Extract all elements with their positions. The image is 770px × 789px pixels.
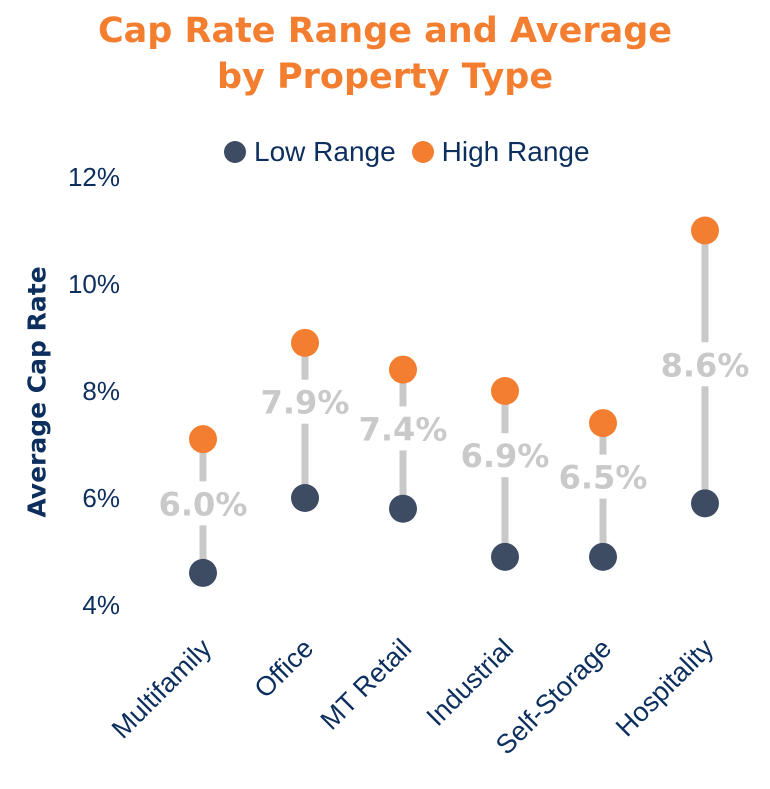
x-tick-label: Multifamily <box>106 633 218 745</box>
legend-label-low-range: Low Range <box>254 136 396 167</box>
label-backing <box>257 379 353 424</box>
high-range-point <box>691 216 719 245</box>
high-range-point <box>491 377 519 405</box>
low-range-point <box>589 542 617 571</box>
low-range-point <box>491 542 519 571</box>
label-backing <box>457 433 553 478</box>
high-range-point <box>189 425 217 454</box>
legend-item-high-range: High Range <box>411 136 590 168</box>
chart-title-line-2: by Property Type <box>216 57 554 97</box>
low-range-point <box>291 484 319 512</box>
label-backing <box>155 481 251 526</box>
average-data-label: 6.9% <box>461 437 550 475</box>
high-range-point <box>291 328 319 357</box>
chart-title-line-1: Cap Rate Range and Average <box>97 11 673 51</box>
low-range-point <box>691 489 719 518</box>
label-backing <box>355 406 451 451</box>
legend-marker-low-range <box>224 141 246 163</box>
high-range-point <box>589 409 617 438</box>
chart-legend: Low Range High Range <box>224 136 606 168</box>
chart-title: Cap Rate Range and Average by Property T… <box>0 8 770 100</box>
legend-item-low-range: Low Range <box>224 136 396 168</box>
average-data-label: 6.0% <box>159 485 248 523</box>
x-tick-label: Hospitality <box>610 633 720 743</box>
average-data-label: 6.5% <box>559 459 648 497</box>
low-range-point <box>389 494 417 523</box>
average-data-label: 7.4% <box>359 410 448 448</box>
y-tick-label: 4% <box>82 590 120 620</box>
label-backing <box>657 342 753 387</box>
x-tick-label: Office <box>249 633 320 704</box>
legend-marker-high-range <box>411 141 434 163</box>
label-backing <box>555 454 651 499</box>
x-tick-label: Industrial <box>421 633 520 732</box>
average-data-label: 7.9% <box>261 384 350 422</box>
y-tick-label: 12% <box>68 162 120 192</box>
y-tick-label: 8% <box>82 376 120 406</box>
y-tick-label: 6% <box>82 483 120 513</box>
high-range-point <box>389 355 417 384</box>
y-tick-label: 10% <box>68 269 120 299</box>
low-range-point <box>189 558 217 587</box>
average-data-label: 8.6% <box>661 346 750 384</box>
legend-label-high-range: High Range <box>441 136 590 167</box>
x-tick-label: MT Retail <box>315 633 418 736</box>
